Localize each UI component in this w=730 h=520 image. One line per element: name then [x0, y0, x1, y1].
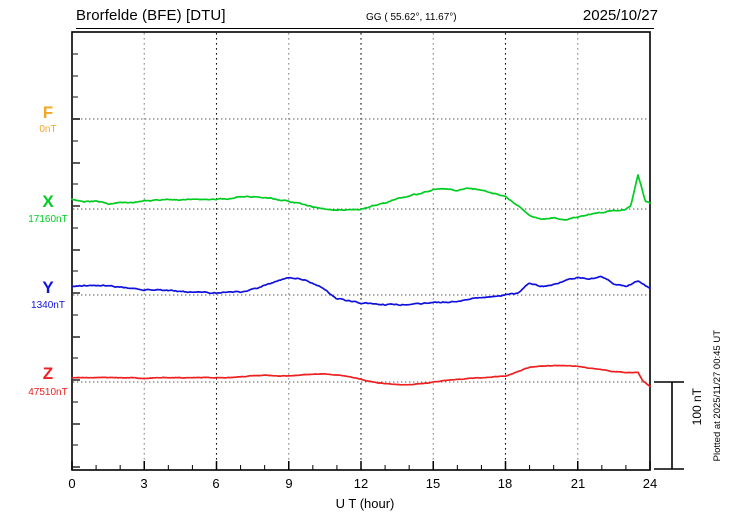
xtick-label-21: 21: [570, 476, 586, 491]
xtick-label-9: 9: [285, 476, 293, 491]
station-title: Brorfelde (BFE) [DTU]: [76, 7, 226, 24]
x-axis-title: U T (hour): [335, 496, 395, 511]
component-baseline-z: 47510nT: [28, 387, 68, 398]
xtick-label-12: 12: [353, 476, 369, 491]
xtick-label-6: 6: [212, 476, 220, 491]
trace-z: [71, 364, 651, 388]
trace-y: [71, 275, 651, 307]
component-baseline-f: 0nT: [39, 124, 57, 135]
plotted-timestamp: Plotted at 2025/11/27 00:45 UT: [712, 330, 723, 462]
component-baseline-x: 17160nT: [28, 214, 68, 225]
observation-date: 2025/10/27: [582, 7, 658, 24]
trace-x: [71, 174, 651, 221]
component-label-z: Z: [42, 364, 54, 383]
component-label-f: F: [42, 103, 54, 122]
xtick-label-24: 24: [642, 476, 658, 491]
scalebar-label: 100 nT: [690, 388, 704, 426]
component-label-y: Y: [42, 278, 54, 297]
xtick-label-18: 18: [497, 476, 513, 491]
geographic-coordinates: GG ( 55.62°, 11.67°): [366, 12, 457, 23]
header-divider: [76, 28, 654, 29]
component-baseline-y: 1340nT: [31, 300, 65, 311]
xtick-label-15: 15: [425, 476, 441, 491]
component-label-x: X: [42, 192, 54, 211]
xtick-label-3: 3: [140, 476, 148, 491]
xtick-label-0: 0: [68, 476, 76, 491]
